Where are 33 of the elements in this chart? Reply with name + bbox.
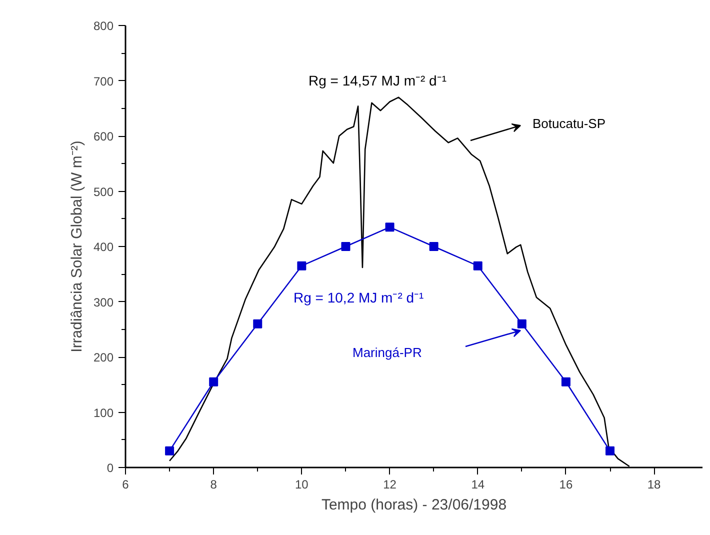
legend-label: Botucatu-SP (532, 116, 606, 131)
point (165, 446, 174, 456)
annotation: Rg = 14,57 MJ m⁻² d⁻¹ (308, 72, 447, 88)
x-tick-label: 14 (471, 478, 485, 492)
x-tick-label: 6 (122, 478, 130, 492)
y-tick-label: 0 (106, 461, 114, 475)
x-tick-label: 16 (559, 478, 573, 492)
point (473, 261, 482, 270)
point (561, 377, 570, 386)
x-tick-label: 12 (383, 478, 397, 492)
point (429, 242, 438, 251)
y-axis-title: Irradiância Solar Global (W m⁻²) (68, 140, 86, 352)
y-tick-label: 800 (93, 19, 114, 33)
y-tick-label: 100 (93, 406, 114, 420)
x-tick-label: 8 (210, 478, 218, 492)
y-tick-label: 200 (93, 350, 114, 364)
y-tick-label: 600 (93, 130, 114, 144)
point (385, 222, 394, 232)
point (297, 261, 306, 270)
x-tick-label: 10 (295, 478, 309, 492)
point (209, 377, 218, 386)
point (517, 319, 526, 328)
point (606, 446, 615, 456)
point (341, 242, 350, 251)
annotation: Rg = 10,2 MJ m⁻² d⁻¹ (294, 290, 424, 306)
y-tick-label: 500 (93, 184, 114, 199)
x-axis-title: Tempo (horas) - 23/06/1998 (321, 496, 507, 514)
y-tick-label: 300 (93, 295, 114, 310)
y-tick-label: 700 (93, 74, 114, 88)
x-tick-label: 18 (647, 478, 662, 492)
point (253, 319, 262, 328)
text: Maringá-PR (352, 345, 422, 360)
y-tick-label: 400 (93, 240, 114, 254)
